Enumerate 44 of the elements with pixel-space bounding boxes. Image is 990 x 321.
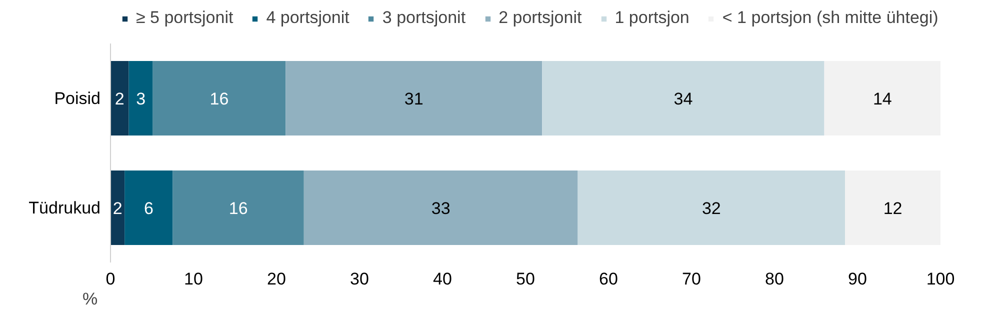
x-tick-label: 30 bbox=[350, 270, 369, 288]
data-label: 14 bbox=[872, 89, 892, 108]
data-label: 3 bbox=[136, 89, 146, 108]
data-label: 33 bbox=[431, 198, 450, 218]
x-tick-label: 80 bbox=[765, 270, 784, 288]
x-tick-label: 90 bbox=[848, 270, 867, 288]
legend-label: ≥ 5 portsjonit bbox=[136, 8, 234, 28]
y-tick-label: Poisid bbox=[54, 88, 101, 108]
x-tick-label: 10 bbox=[184, 270, 203, 288]
x-tick-label: 20 bbox=[267, 270, 286, 288]
bar bbox=[110, 170, 125, 245]
data-label: 16 bbox=[228, 198, 248, 218]
bar bbox=[304, 170, 578, 245]
legend-label: < 1 portsjon (sh mitte ühtegi) bbox=[722, 8, 938, 28]
bar bbox=[110, 61, 129, 136]
data-label: 34 bbox=[674, 89, 693, 108]
legend-label: 3 portsjonit bbox=[382, 8, 466, 28]
bar bbox=[286, 61, 542, 136]
x-tick-label: 100 bbox=[926, 270, 955, 288]
bar bbox=[128, 61, 153, 136]
data-label: 16 bbox=[210, 89, 229, 108]
legend-label: 4 portsjonit bbox=[266, 8, 350, 28]
x-tick-label: 50 bbox=[516, 270, 535, 288]
bar bbox=[845, 170, 940, 245]
data-label: 31 bbox=[404, 89, 424, 108]
x-axis-title: % bbox=[82, 290, 98, 308]
data-label: 2 bbox=[114, 89, 124, 108]
x-tick-label: 40 bbox=[433, 270, 452, 288]
y-tick-label: Tüdrukud bbox=[28, 198, 101, 218]
x-tick-label: 60 bbox=[599, 270, 618, 288]
bar bbox=[172, 170, 304, 245]
bar bbox=[578, 170, 846, 245]
bar bbox=[152, 61, 286, 136]
legend-label: 2 portsjonit bbox=[498, 8, 582, 28]
legend-label: 1 portsjon bbox=[614, 8, 690, 28]
x-tick-label: 70 bbox=[682, 270, 701, 288]
data-label: 32 bbox=[702, 198, 721, 218]
x-tick-label: 0 bbox=[106, 270, 116, 288]
bar bbox=[542, 61, 824, 136]
data-label: 6 bbox=[144, 198, 154, 218]
bar bbox=[824, 61, 940, 136]
data-label: 2 bbox=[112, 198, 122, 218]
bar bbox=[124, 170, 173, 245]
data-label: 12 bbox=[883, 198, 902, 218]
